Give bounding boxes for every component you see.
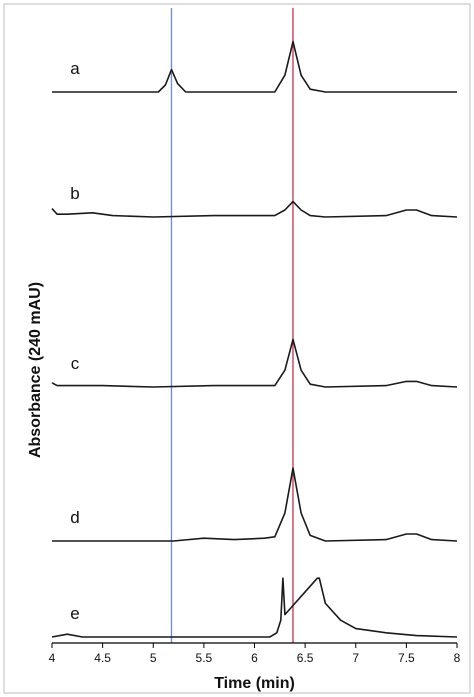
trace-d — [52, 467, 458, 542]
x-tick-label: 4 — [49, 651, 56, 665]
trace-label-b: b — [70, 184, 79, 203]
trace-label-d: d — [70, 508, 79, 527]
trace-a — [52, 40, 457, 93]
trace-b — [51, 200, 458, 218]
trace-e — [51, 577, 458, 638]
trace-label-e: e — [70, 604, 79, 623]
trace-labels: a b c d e — [70, 59, 80, 623]
x-tick-label: 6.5 — [297, 651, 314, 665]
reference-lines — [170, 8, 294, 643]
trace-c — [51, 338, 458, 388]
x-tick-label: 5.5 — [196, 651, 213, 665]
x-ticks: 4 4.5 5 5.5 6 6.5 7 7.5 8 — [49, 643, 461, 665]
traces — [51, 40, 458, 638]
x-tick-label: 6 — [251, 651, 258, 665]
x-axis-title: Time (min) — [214, 675, 295, 692]
x-tick-label: 7.5 — [398, 651, 415, 665]
y-axis-title: Absorbance (240 mAU) — [27, 282, 44, 458]
trace-label-c: c — [71, 354, 80, 373]
x-tick-label: 4.5 — [94, 651, 111, 665]
chart-frame — [3, 3, 471, 694]
trace-label-a: a — [70, 59, 80, 78]
x-tick-label: 5 — [150, 651, 157, 665]
x-tick-label: 8 — [454, 651, 461, 665]
x-tick-label: 7 — [352, 651, 359, 665]
